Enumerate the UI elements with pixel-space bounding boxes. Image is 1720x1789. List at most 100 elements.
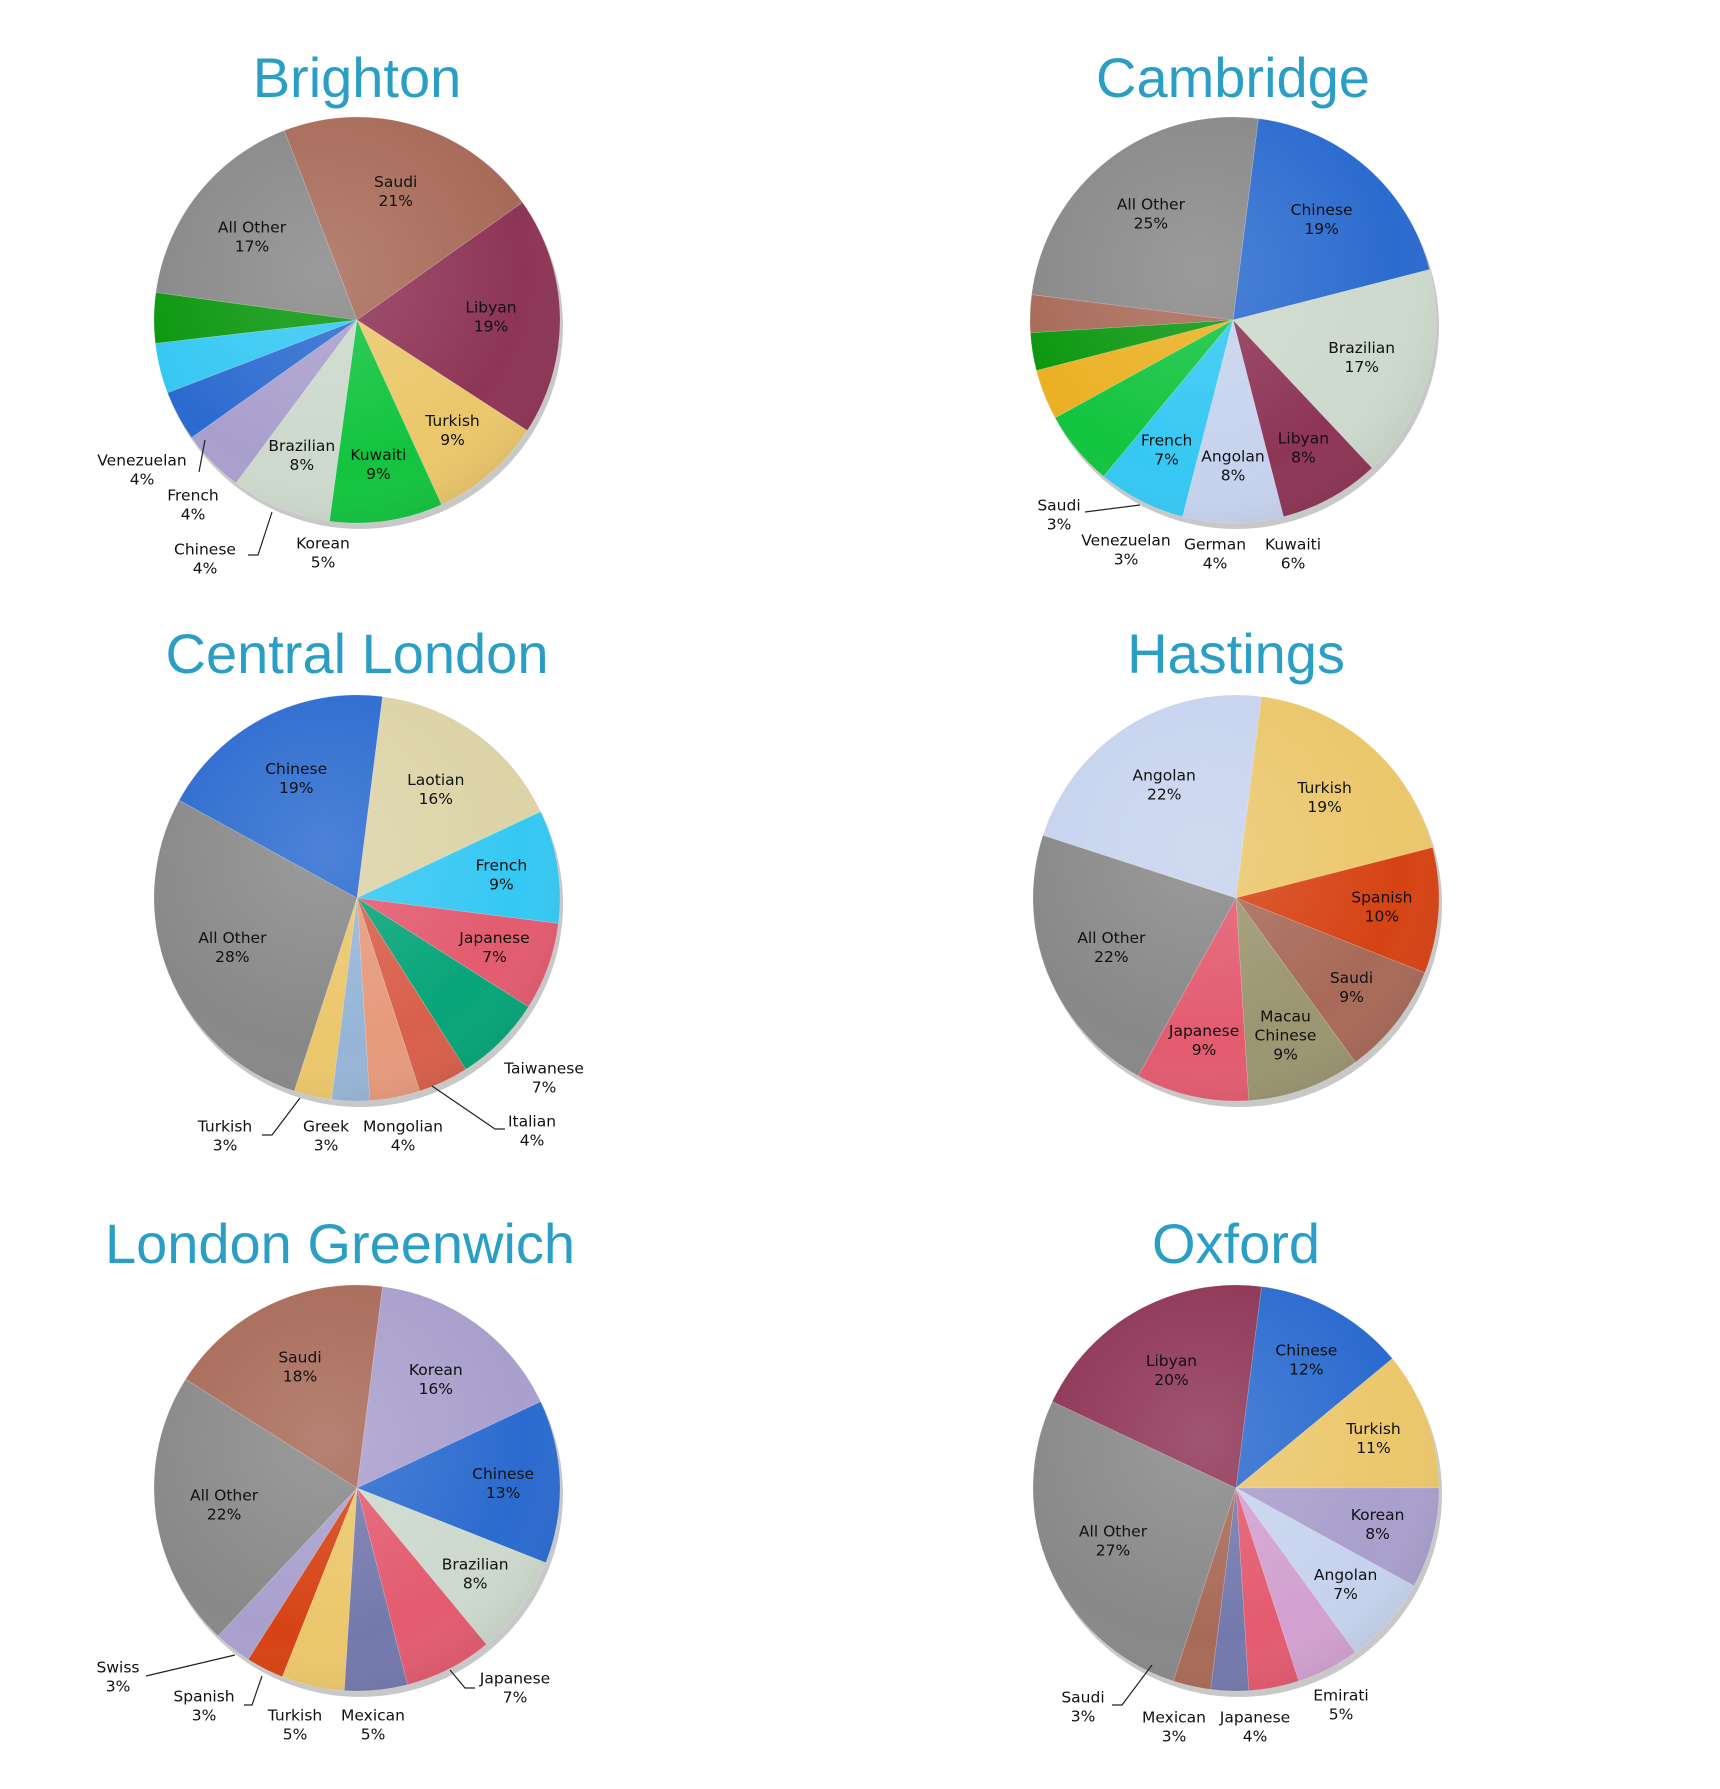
- slice-percent-label: 27%: [1096, 1542, 1130, 1560]
- slice-percent-label: 3%: [213, 1137, 238, 1155]
- chart-title-london-greenwich: London Greenwich: [104, 1212, 576, 1275]
- slice-name-label: Macau: [1260, 1008, 1311, 1026]
- slice-percent-label: 4%: [391, 1137, 416, 1155]
- slice-percent-label: 5%: [283, 1726, 308, 1744]
- slice-percent-label: 19%: [1307, 798, 1341, 816]
- pie-gloss: [1033, 695, 1439, 1101]
- slice-percent-label: 3%: [1071, 1708, 1096, 1726]
- slice-percent-label: 5%: [1329, 1706, 1354, 1724]
- slice-percent-label: 7%: [482, 948, 507, 966]
- slice-percent-label: 17%: [1344, 358, 1378, 376]
- slice-name-label: Japanese: [458, 929, 529, 947]
- pie-gloss: [154, 695, 560, 1101]
- slice-name-label: All Other: [1077, 929, 1146, 947]
- slice-percent-label: 5%: [361, 1726, 386, 1744]
- slice-name-label: Libyan: [1146, 1352, 1197, 1370]
- slice-percent-label: 3%: [1114, 551, 1139, 569]
- slice-percent-label: 6%: [1281, 555, 1306, 573]
- slice-name-label: Mexican: [1142, 1709, 1206, 1727]
- chart-title-cambridge: Cambridge: [1096, 46, 1370, 109]
- slice-percent-label: 4%: [193, 560, 218, 578]
- leader-line: [248, 511, 273, 556]
- pie-gloss: [154, 1285, 560, 1691]
- slice-percent-label: 9%: [1273, 1046, 1298, 1064]
- slice-percent-label: 19%: [474, 318, 508, 336]
- slice-name-label: German: [1184, 536, 1246, 554]
- leader-line: [449, 1669, 475, 1689]
- chart-title-brighton: Brighton: [252, 46, 462, 109]
- slice-percent-label: 5%: [311, 554, 336, 572]
- slice-percent-label: 9%: [1339, 988, 1364, 1006]
- slice-name-label: All Other: [1117, 196, 1186, 214]
- slice-name-label: Brazilian: [1328, 339, 1395, 357]
- slice-name-label: Saudi: [374, 173, 417, 191]
- slice-name-label: Angolan: [1201, 448, 1264, 466]
- slice-name-label: Korean: [296, 535, 350, 553]
- slice-percent-label: 13%: [486, 1484, 520, 1502]
- slice-percent-label: 11%: [1356, 1439, 1390, 1457]
- slice-percent-label: 7%: [503, 1689, 528, 1707]
- slice-percent-label: 9%: [440, 431, 465, 449]
- slice-percent-label: 16%: [419, 1380, 453, 1398]
- leader-line: [198, 439, 206, 473]
- slice-name-label: Chinese: [1291, 201, 1353, 219]
- slice-percent-label: 3%: [192, 1707, 217, 1725]
- slice-name-label: French: [1141, 432, 1193, 450]
- slice-name-label: Venezuelan: [97, 452, 186, 470]
- slice-percent-label: 22%: [207, 1505, 241, 1523]
- leader-line: [1112, 1664, 1153, 1706]
- slice-percent-label: 8%: [290, 456, 315, 474]
- slice-name-label: Korean: [1351, 1506, 1405, 1524]
- slice-name-label: Korean: [409, 1361, 463, 1379]
- slice-name-label: Greek: [303, 1118, 349, 1136]
- slice-name-label: All Other: [198, 929, 267, 947]
- slice-name-label: Japanese: [479, 1670, 550, 1688]
- slice-percent-label: 25%: [1134, 215, 1168, 233]
- slice-name-label: Saudi: [278, 1348, 321, 1366]
- slice-name-label: Taiwanese: [503, 1060, 584, 1078]
- slice-percent-label: 10%: [1365, 908, 1399, 926]
- chart-title-central-london: Central London: [165, 622, 549, 685]
- slice-name-label: Libyan: [1278, 430, 1329, 448]
- slice-name-label: Angolan: [1314, 1566, 1377, 1584]
- slice-name-label: Turkish: [267, 1707, 323, 1725]
- slice-name-label: Kuwaiti: [350, 446, 406, 464]
- pie-brighton: Saudi21%Libyan19%Turkish9%Kuwaiti9%Brazi…: [97, 116, 563, 578]
- slice-name-label: Turkish: [197, 1118, 253, 1136]
- slice-percent-label: 3%: [1047, 516, 1072, 534]
- slice-name-label: Brazilian: [442, 1555, 509, 1573]
- chart-title-oxford: Oxford: [1151, 1212, 1321, 1275]
- slice-percent-label: 3%: [1162, 1728, 1187, 1746]
- slice-name-label: Turkish: [424, 412, 480, 430]
- slice-percent-label: 8%: [463, 1574, 488, 1592]
- slice-name-label: Turkish: [1345, 1420, 1401, 1438]
- leader-line: [262, 1097, 301, 1136]
- slice-percent-label: 21%: [378, 192, 412, 210]
- slice-name-label: Brazilian: [268, 437, 335, 455]
- slice-percent-label: 9%: [489, 876, 514, 894]
- slice-percent-label: 28%: [215, 948, 249, 966]
- slice-percent-label: 22%: [1094, 948, 1128, 966]
- chart-title-hastings: Hastings: [1127, 622, 1345, 685]
- pie-cambridge: Chinese19%Brazilian17%Libyan8%Angolan8%F…: [1029, 116, 1439, 573]
- slice-name-label: Spanish: [1351, 889, 1412, 907]
- slice-percent-label: 4%: [1243, 1728, 1268, 1746]
- slice-percent-label: 19%: [1304, 220, 1338, 238]
- leader-line: [145, 1654, 236, 1677]
- leader-line: [1084, 504, 1141, 513]
- pie-gloss: [1033, 1285, 1439, 1691]
- pie-hastings: Turkish19%Spanish10%Saudi9%MacauChinese9…: [1032, 694, 1442, 1107]
- slice-percent-label: 20%: [1154, 1371, 1188, 1389]
- slice-percent-label: 9%: [1192, 1041, 1217, 1059]
- slice-name-label: Japanese: [1168, 1022, 1239, 1040]
- slice-name-label: French: [167, 487, 219, 505]
- slice-percent-label: 16%: [419, 790, 453, 808]
- slice-percent-label: 8%: [1365, 1525, 1390, 1543]
- slice-percent-label: 4%: [181, 506, 206, 524]
- slice-percent-label: 22%: [1147, 785, 1181, 803]
- slice-percent-label: 4%: [1203, 555, 1228, 573]
